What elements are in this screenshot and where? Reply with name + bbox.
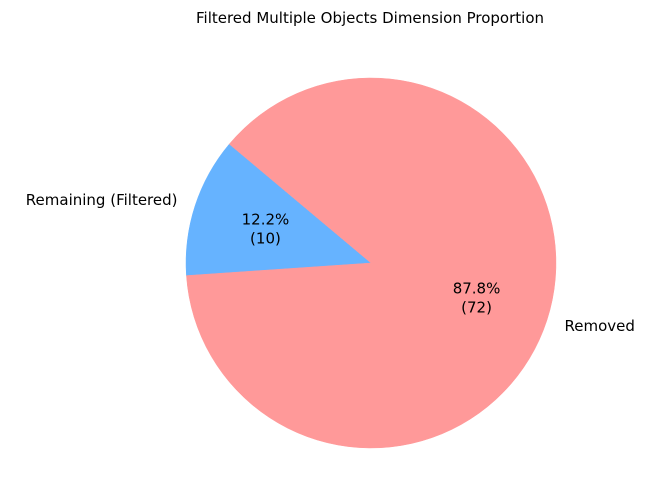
slice-percent-label: 87.8% bbox=[453, 279, 501, 297]
pie-slice-remaining bbox=[185, 143, 372, 276]
slice-count-label: (10) bbox=[250, 230, 281, 248]
slice-category-label: Removed bbox=[564, 317, 634, 335]
chart-title: Filtered Multiple Objects Dimension Prop… bbox=[196, 9, 544, 27]
slice-percent-label: 12.2% bbox=[242, 211, 290, 229]
pie-slice-removed bbox=[186, 77, 557, 449]
pie-labels: 12.2%(10) Remaining (Filtered) 87.8%(72) Re… bbox=[26, 191, 635, 335]
slice-category-label: Remaining (Filtered) bbox=[26, 191, 178, 209]
slice-count-label: (72) bbox=[461, 298, 492, 316]
pie-slices bbox=[185, 77, 557, 449]
